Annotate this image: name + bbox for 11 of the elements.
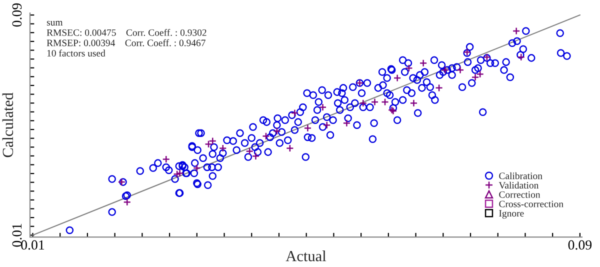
y-axis-title: Calculated [2,92,14,158]
x-axis-title: Actual [286,250,326,262]
legend-label: Cross-correction [499,200,564,208]
legend-label: Correction [499,191,540,198]
annotation: 10 factors used [47,50,106,57]
annotation: RMSEP: 0.00394 Corr. Coeff. : 0.9467 [46,39,206,46]
legend-label: Ignore [499,210,524,219]
annotation: sum [46,20,63,26]
legend-label: Calibration [499,172,542,180]
legend-label: Validation [498,182,539,189]
annotation: RMSEC: 0.00475 Corr. Coeff. : 0.9302 [46,28,206,36]
